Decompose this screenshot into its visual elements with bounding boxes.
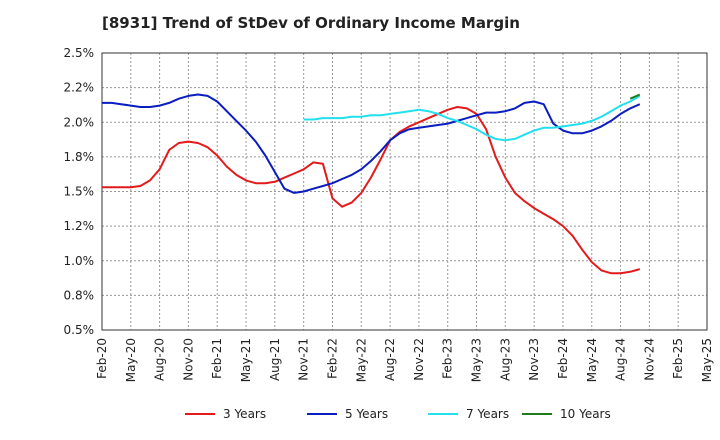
- legend-label: 3 Years: [223, 407, 266, 421]
- x-tick-label: Feb-25: [671, 338, 685, 379]
- legend: 3 Years 5 Years 7 Years 10 Years: [185, 407, 611, 421]
- legend-label: 10 Years: [560, 407, 611, 421]
- x-tick-label: Nov-23: [527, 338, 541, 381]
- x-tick-label: Feb-24: [556, 338, 570, 379]
- legend-label: 7 Years: [466, 407, 509, 421]
- y-tick-label: 1.0%: [64, 254, 95, 268]
- x-tick-label: May-24: [585, 338, 599, 382]
- y-tick-label: 0.8%: [64, 288, 95, 302]
- series-line-7-years: [303, 95, 641, 142]
- y-tick-label: 2.5%: [64, 46, 95, 60]
- x-tick-label: Aug-24: [614, 338, 628, 381]
- series-line-3-years: [102, 106, 641, 275]
- series-lines: [102, 93, 641, 275]
- y-axis-ticks: 0.5% 0.8% 1.0% 1.2% 1.5% 1.8% 2.0% 2.2% 2.5%: [64, 46, 95, 337]
- x-tick-label: Nov-21: [297, 338, 311, 381]
- x-tick-label: Aug-22: [383, 338, 397, 381]
- x-tick-label: May-25: [700, 338, 714, 382]
- y-tick-label: 1.2%: [64, 219, 95, 233]
- x-axis-ticks: Feb-20 May-20 Aug-20 Nov-20 Feb-21 May-21 Aug-…: [95, 338, 714, 382]
- series-line-5-years: [102, 93, 641, 194]
- legend-label: 5 Years: [345, 407, 388, 421]
- y-tick-label: 1.8%: [64, 150, 95, 164]
- plot-area-border: [101, 52, 708, 331]
- x-tick-label: May-21: [239, 338, 253, 382]
- x-tick-label: Feb-21: [210, 338, 224, 379]
- x-tick-label: Feb-22: [325, 338, 339, 379]
- x-tick-label: May-20: [124, 338, 138, 382]
- x-tick-label: Nov-24: [642, 338, 656, 381]
- x-tick-label: Nov-22: [412, 338, 426, 381]
- x-tick-label: Aug-21: [268, 338, 282, 381]
- grid-lines: [102, 53, 707, 330]
- x-tick-label: May-22: [354, 338, 368, 382]
- y-tick-label: 2.0%: [64, 115, 95, 129]
- x-tick-label: Aug-20: [153, 338, 167, 381]
- series-line-10-years: [629, 93, 641, 100]
- x-tick-label: Feb-23: [441, 338, 455, 379]
- y-tick-label: 1.5%: [64, 185, 95, 199]
- y-tick-label: 2.2%: [64, 81, 95, 95]
- x-tick-label: Nov-20: [181, 338, 195, 381]
- chart-title: [8931] Trend of StDev of Ordinary Income…: [102, 14, 520, 32]
- x-tick-label: Feb-20: [95, 338, 109, 379]
- y-tick-label: 0.5%: [64, 323, 95, 337]
- x-tick-label: Aug-23: [498, 338, 512, 381]
- x-tick-label: May-23: [470, 338, 484, 382]
